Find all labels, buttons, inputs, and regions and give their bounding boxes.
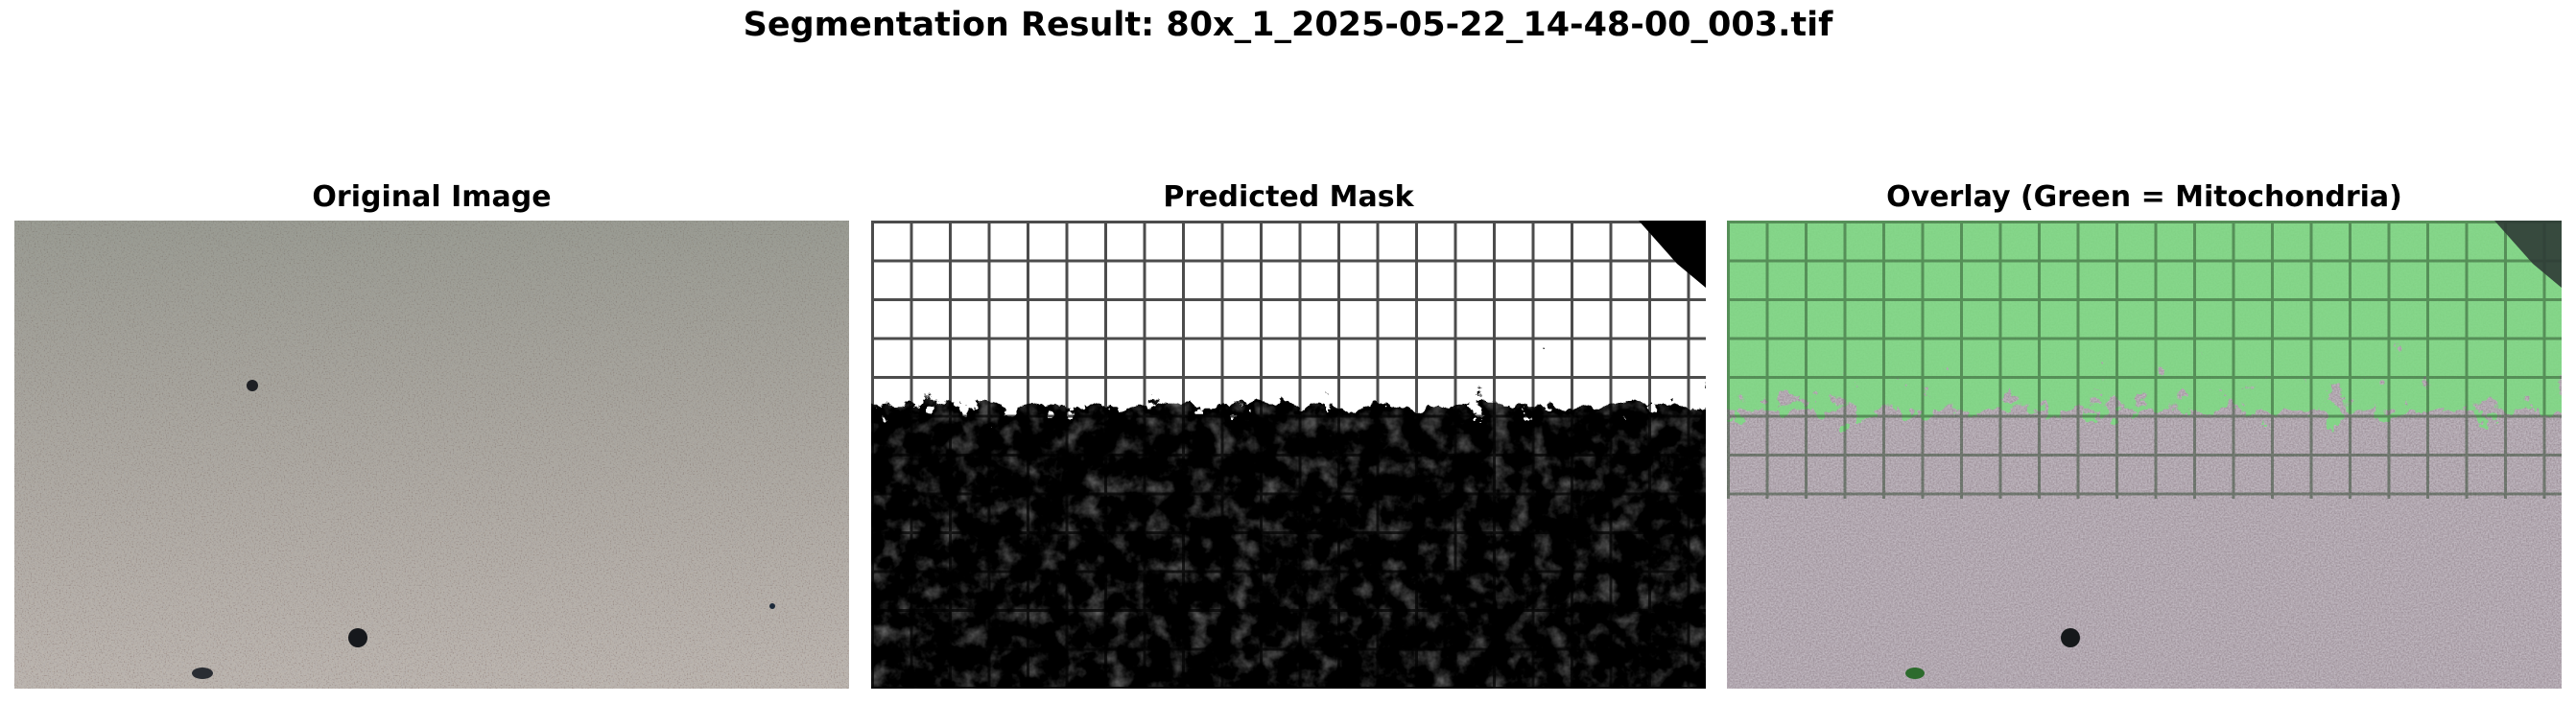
debris-marks [192,380,775,679]
panel-title-mask: Predicted Mask [1163,180,1414,214]
original-image-canvas [14,221,849,689]
debris-mark [2061,628,2080,647]
overlay-image [1727,221,2562,689]
overlay-image-canvas [1727,221,2562,689]
panel-title-original: Original Image [312,180,552,214]
predicted-mask-canvas [871,221,1706,689]
predicted-mask [871,221,1706,689]
figure-title: Segmentation Result: 80x_1_2025-05-22_14… [743,6,1833,44]
panel-title-overlay: Overlay (Green = Mitochondria) [1886,180,2402,214]
original-image [14,221,849,689]
